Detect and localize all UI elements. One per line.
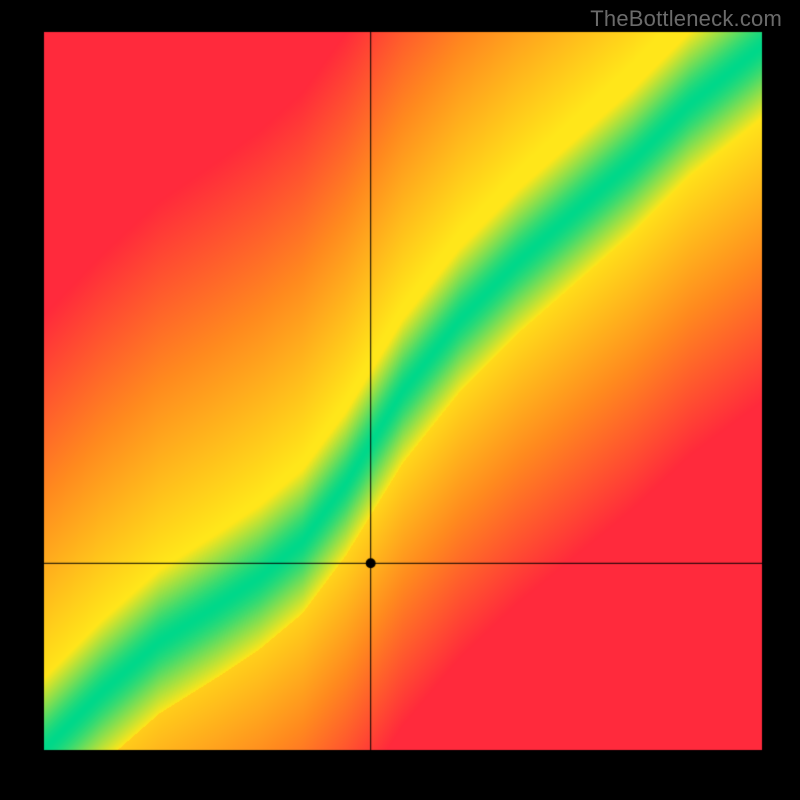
bottleneck-heatmap-canvas: [0, 0, 800, 800]
bottleneck-heatmap-container: TheBottleneck.com: [0, 0, 800, 800]
watermark-text: TheBottleneck.com: [590, 6, 782, 32]
